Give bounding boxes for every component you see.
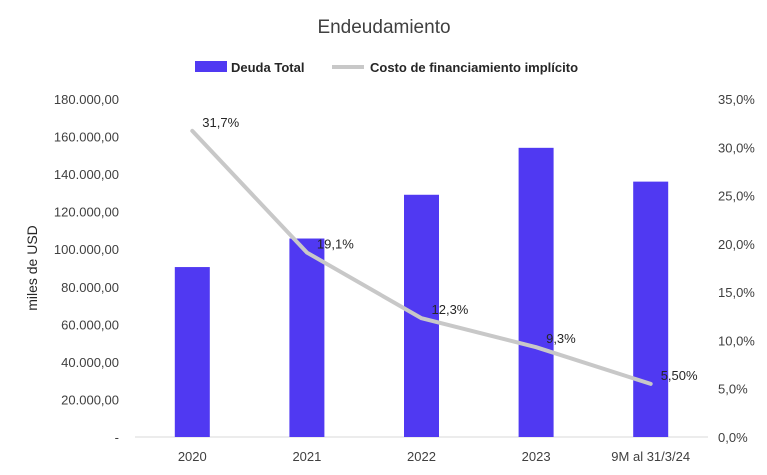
bar bbox=[174, 267, 210, 437]
y-right-tick-label: 0,0% bbox=[718, 430, 748, 445]
line-series: 31,7% 19,1% 12,3% 9,3% 5,50% bbox=[190, 115, 698, 386]
y-right-tick-label: 25,0% bbox=[718, 189, 755, 204]
bar bbox=[633, 181, 669, 437]
legend: Deuda Total Costo de financiamiento impl… bbox=[195, 60, 578, 75]
y-left-tick-label: - bbox=[115, 430, 119, 445]
bar-series bbox=[174, 147, 669, 438]
y-left-tick-label: 120.000,00 bbox=[54, 205, 119, 220]
y-axis-title: miles de USD bbox=[24, 225, 40, 311]
y-right-tick-label: 35,0% bbox=[718, 92, 755, 107]
data-label: 12,3% bbox=[432, 302, 469, 317]
x-tick-label: 2021 bbox=[292, 449, 321, 464]
bar bbox=[289, 238, 325, 437]
y-axis-left: - 20.000,00 40.000,00 60.000,00 80.000,00 100… bbox=[54, 92, 119, 445]
y-right-tick-label: 10,0% bbox=[718, 333, 755, 348]
y-right-tick-label: 30,0% bbox=[718, 140, 755, 155]
bar bbox=[404, 194, 439, 437]
chart-title: Endeudamiento bbox=[317, 17, 450, 38]
y-left-tick-label: 140.000,00 bbox=[54, 167, 119, 182]
data-label: 19,1% bbox=[317, 237, 354, 252]
y-left-tick-label: 80.000,00 bbox=[61, 280, 119, 295]
y-right-tick-label: 5,0% bbox=[718, 382, 748, 397]
line-path bbox=[190, 128, 653, 386]
legend-swatch-bar bbox=[195, 61, 227, 72]
data-label: 31,7% bbox=[202, 115, 239, 130]
y-left-tick-label: 60.000,00 bbox=[61, 317, 119, 332]
bar bbox=[518, 147, 554, 438]
y-left-tick-label: 180.000,00 bbox=[54, 92, 119, 107]
y-left-tick-label: 20.000,00 bbox=[61, 392, 119, 407]
y-left-tick-label: 160.000,00 bbox=[54, 130, 119, 145]
y-right-tick-label: 15,0% bbox=[718, 285, 755, 300]
y-right-tick-label: 20,0% bbox=[718, 237, 755, 252]
data-label: 5,50% bbox=[661, 368, 698, 383]
x-tick-label: 2023 bbox=[522, 449, 551, 464]
x-axis: 2020 2021 2022 2023 9M al 31/3/24 bbox=[178, 449, 690, 464]
legend-label-bar: Deuda Total bbox=[231, 60, 304, 75]
data-label: 9,3% bbox=[546, 331, 576, 346]
y-left-tick-label: 40.000,00 bbox=[61, 355, 119, 370]
x-tick-label: 2020 bbox=[178, 449, 207, 464]
y-left-tick-label: 100.000,00 bbox=[54, 242, 119, 257]
y-axis-right: 0,0% 5,0% 10,0% 15,0% 20,0% 25,0% 30,0% 35,0% bbox=[718, 92, 755, 445]
x-tick-label: 2022 bbox=[407, 449, 436, 464]
legend-label-line: Costo de financiamiento implícito bbox=[370, 60, 578, 75]
x-tick-label: 9M al 31/3/24 bbox=[611, 449, 690, 464]
